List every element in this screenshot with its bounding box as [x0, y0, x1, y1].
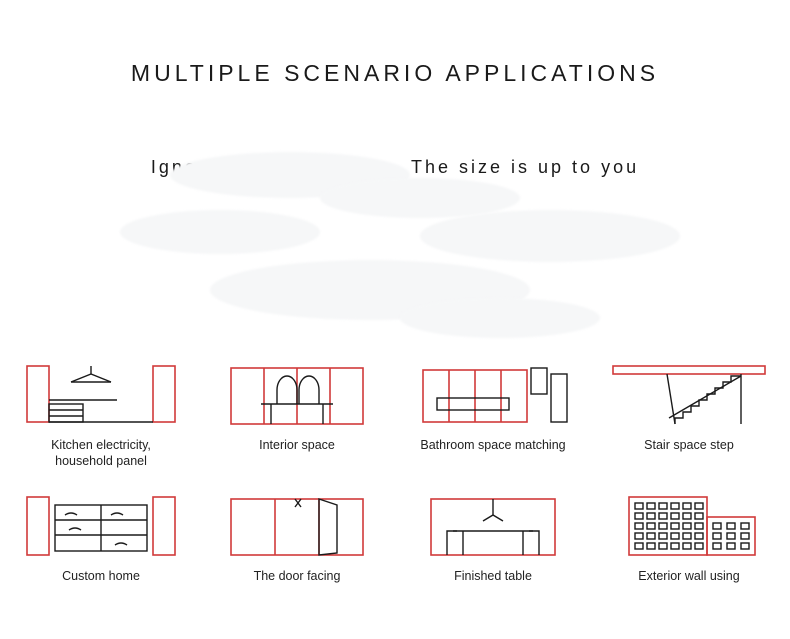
scenario-label: Bathroom space matching	[404, 438, 582, 454]
subtitle-right: The size is up to you	[411, 157, 639, 178]
scenario-custom: Custom home	[12, 491, 190, 585]
scenario-stair: Stair space step	[600, 360, 778, 469]
scenario-table: Finished table	[404, 491, 582, 585]
scenario-label: Kitchen electricity,household panel	[12, 438, 190, 469]
scenario-kitchen: Kitchen electricity,household panel	[12, 360, 190, 469]
scenario-label: The door facing	[208, 569, 386, 585]
page-title: MULTIPLE SCENARIO APPLICATIONS	[0, 60, 790, 87]
scenario-label: Stair space step	[600, 438, 778, 454]
scenario-bathroom: Bathroom space matching	[404, 360, 582, 469]
scenario-exterior: Exterior wall using	[600, 491, 778, 585]
scenario-door: The door facing	[208, 491, 386, 585]
scenario-interior: Interior space	[208, 360, 386, 469]
scenario-label: Custom home	[12, 569, 190, 585]
scenario-label: Finished table	[404, 569, 582, 585]
scenario-grid: Kitchen electricity,household panel Inte…	[12, 360, 778, 585]
scenario-label: Exterior wall using	[600, 569, 778, 585]
scenario-label: Interior space	[208, 438, 386, 454]
